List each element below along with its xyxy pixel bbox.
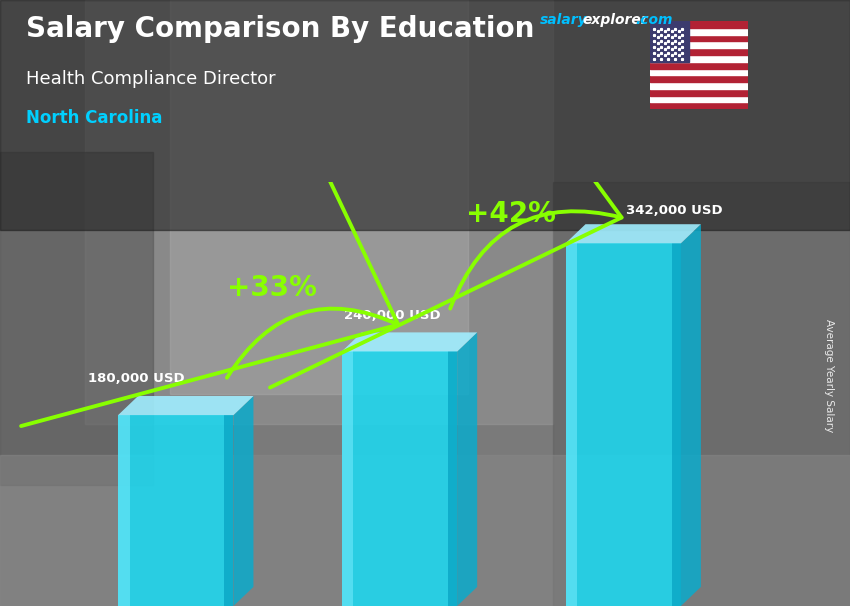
Bar (650, 102, 748, 109)
Bar (650, 75, 748, 82)
Polygon shape (342, 332, 477, 351)
Text: Health Compliance Director: Health Compliance Director (26, 70, 275, 88)
Bar (650, 62, 748, 68)
Bar (650, 96, 748, 102)
Text: +42%: +42% (467, 199, 556, 228)
Polygon shape (342, 351, 457, 606)
Polygon shape (681, 224, 701, 606)
Polygon shape (565, 243, 577, 606)
Bar (0, 0, 850, 230)
Polygon shape (565, 224, 701, 243)
Polygon shape (342, 351, 354, 606)
Polygon shape (118, 415, 234, 606)
Text: 180,000 USD: 180,000 USD (88, 373, 184, 385)
Text: North Carolina: North Carolina (26, 109, 162, 127)
Text: 240,000 USD: 240,000 USD (343, 309, 440, 322)
Polygon shape (224, 415, 234, 606)
Polygon shape (234, 396, 253, 606)
Text: 342,000 USD: 342,000 USD (626, 204, 722, 217)
Polygon shape (118, 396, 253, 415)
Polygon shape (448, 351, 457, 606)
Polygon shape (118, 415, 130, 606)
Bar (650, 89, 748, 96)
Bar (650, 21, 689, 62)
FancyArrowPatch shape (270, 0, 621, 387)
Bar (650, 35, 748, 41)
Bar (0, 152, 153, 485)
Bar (650, 28, 748, 35)
Bar (650, 68, 748, 75)
Bar (85, 0, 552, 424)
Polygon shape (672, 243, 681, 606)
Bar (650, 41, 748, 48)
Bar (650, 82, 748, 89)
Bar (552, 182, 850, 606)
Bar (170, 0, 468, 394)
Bar (650, 21, 748, 28)
Bar (650, 55, 748, 62)
Bar (0, 454, 850, 606)
Text: Average Yearly Salary: Average Yearly Salary (824, 319, 834, 432)
Text: salary: salary (540, 13, 587, 27)
Text: Salary Comparison By Education: Salary Comparison By Education (26, 15, 534, 43)
Polygon shape (565, 243, 681, 606)
FancyArrowPatch shape (21, 0, 398, 426)
Bar (650, 48, 748, 55)
Polygon shape (457, 332, 477, 606)
Text: +33%: +33% (227, 274, 316, 302)
Text: explorer: explorer (582, 13, 648, 27)
Text: .com: .com (636, 13, 673, 27)
